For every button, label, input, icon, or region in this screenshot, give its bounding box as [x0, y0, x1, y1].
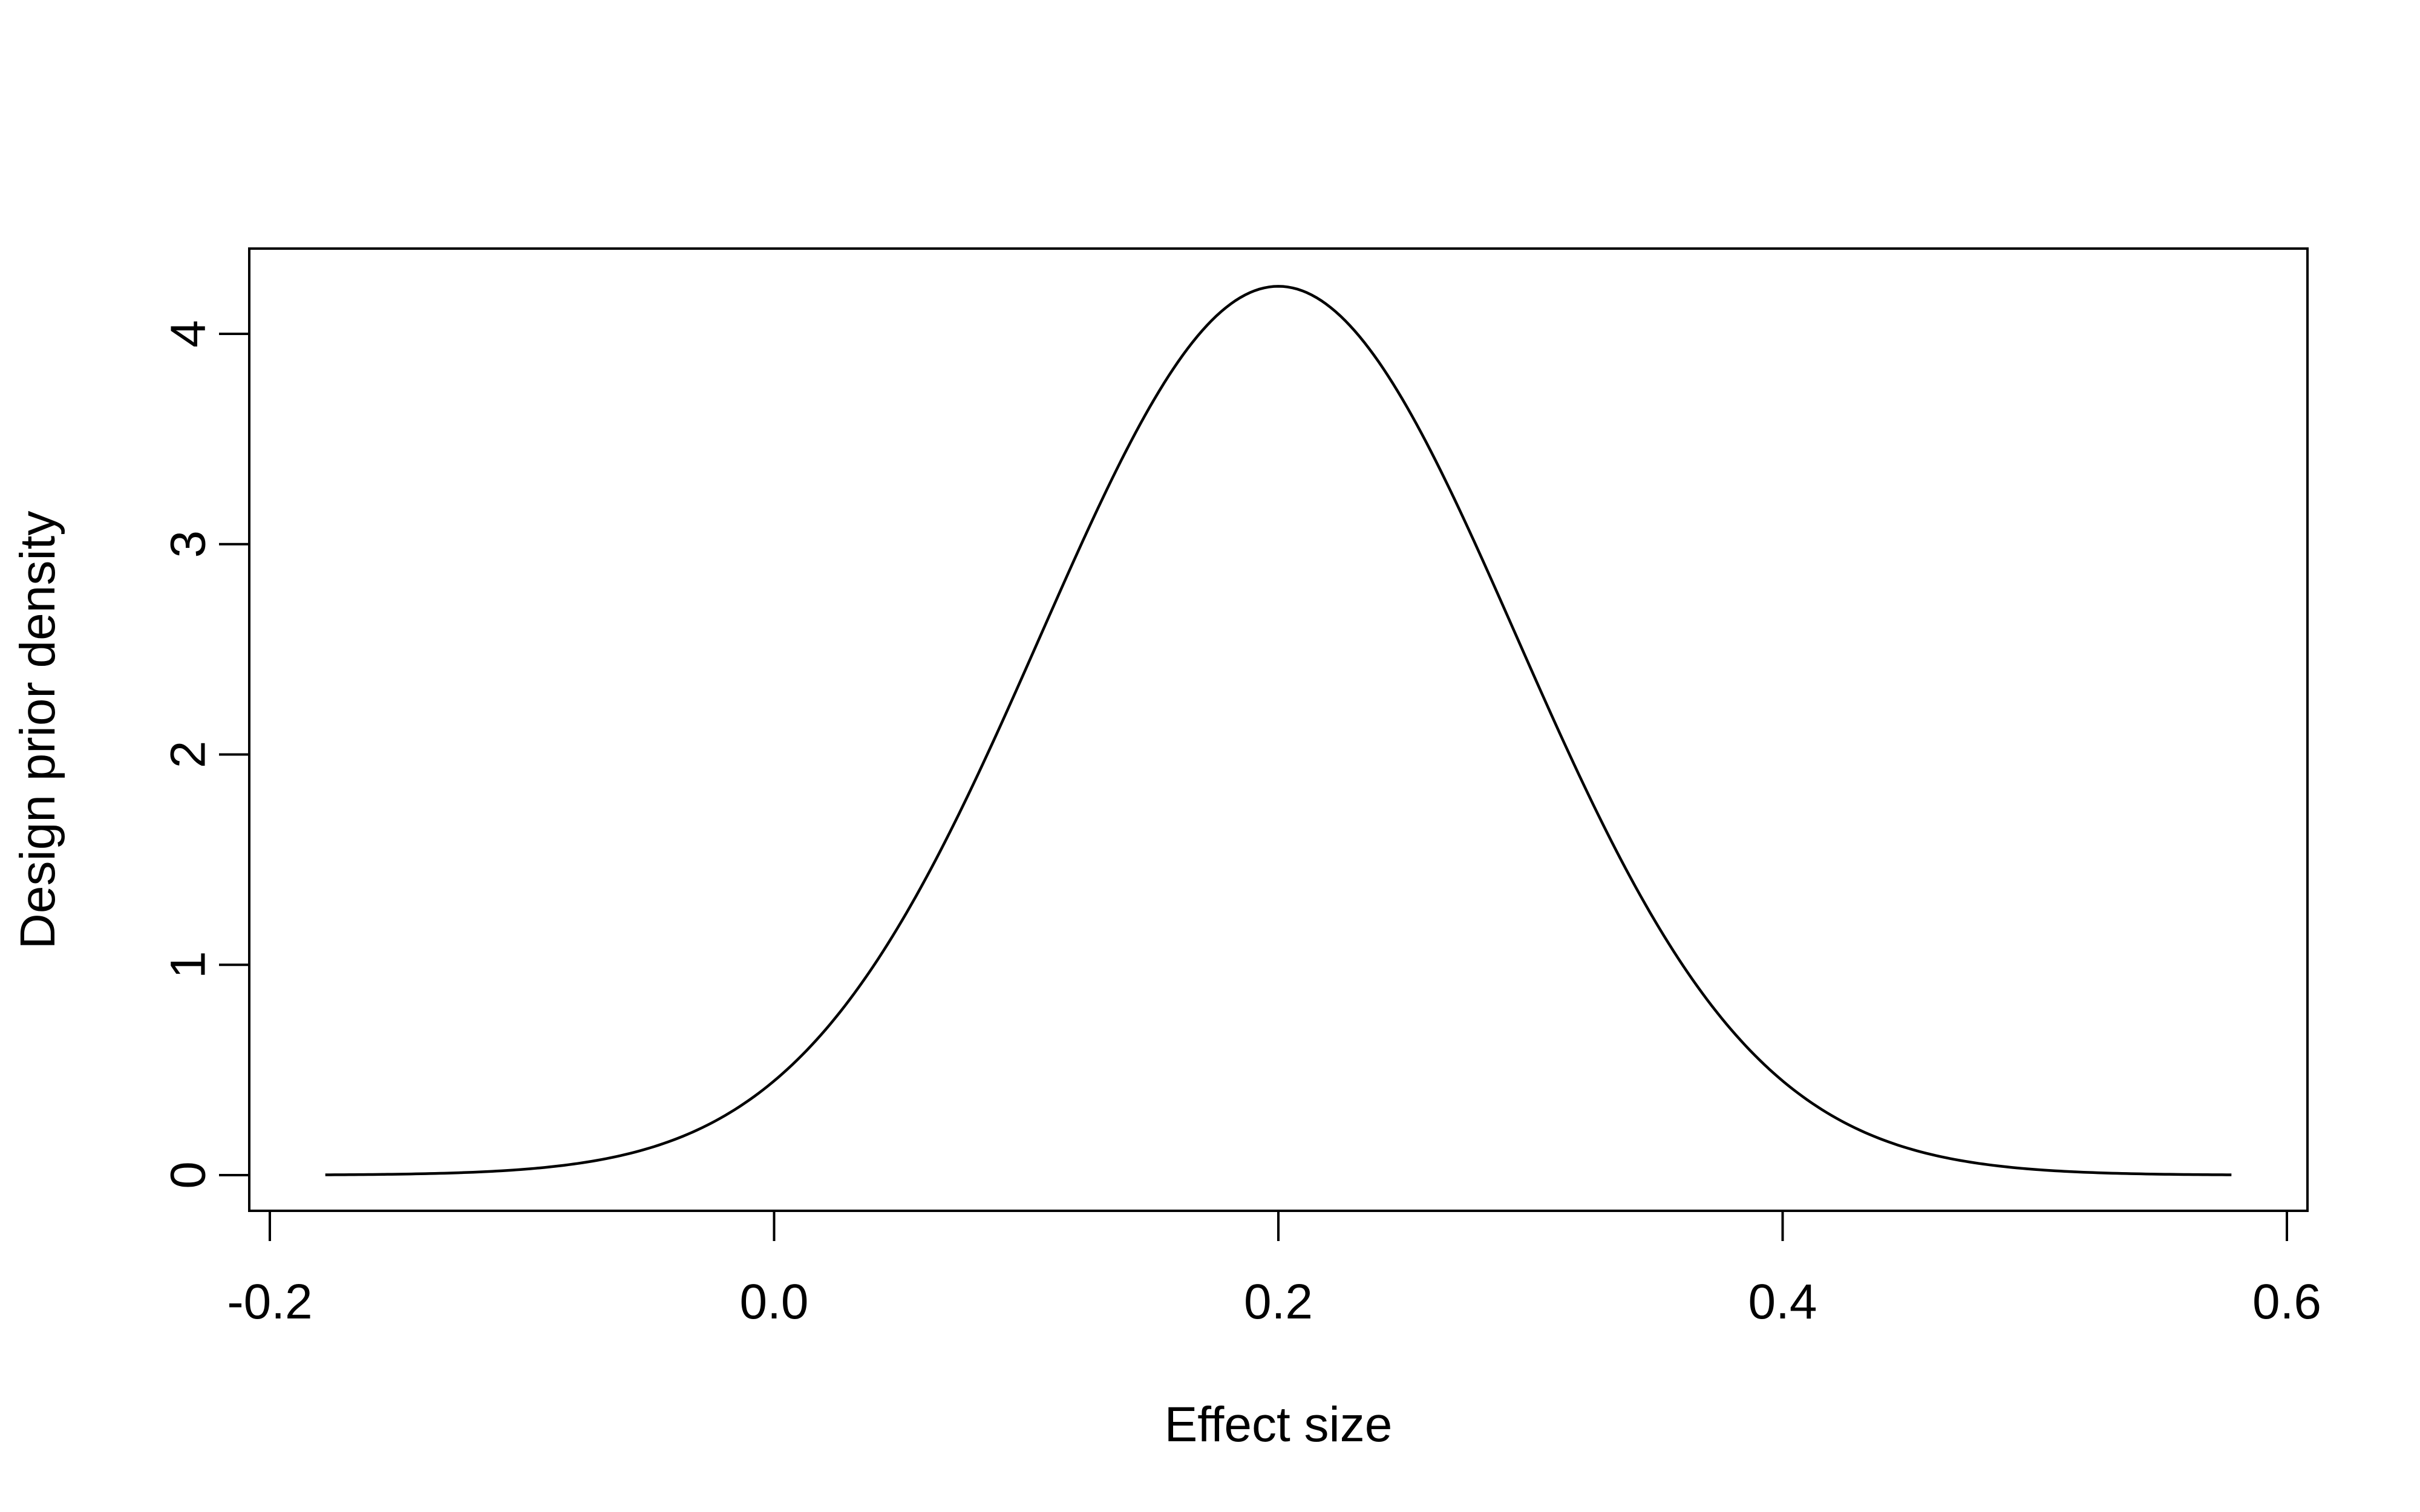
y-tick-label: 1	[161, 951, 216, 979]
x-axis-title: Effect size	[1165, 1397, 1393, 1452]
y-tick-label: 0	[161, 1161, 216, 1189]
plot-frame	[248, 247, 2309, 1212]
y-tick-label: 2	[161, 741, 216, 769]
y-axis: 0 1 2 3 4	[161, 320, 250, 1189]
density-curve	[325, 285, 2232, 1176]
y-tick-label: 4	[161, 320, 216, 348]
x-tick-label: 0.6	[2252, 1274, 2321, 1329]
y-axis-title: Design prior density	[10, 511, 65, 950]
x-tick-label: -0.2	[227, 1274, 312, 1329]
x-tick-label: 0.0	[740, 1274, 809, 1329]
x-axis: -0.2 0.0 0.2 0.4 0.6	[227, 1210, 2321, 1329]
x-tick-label: 0.4	[1748, 1274, 1817, 1329]
x-tick-label: 0.2	[1244, 1274, 1313, 1329]
y-tick-label: 3	[161, 530, 216, 558]
